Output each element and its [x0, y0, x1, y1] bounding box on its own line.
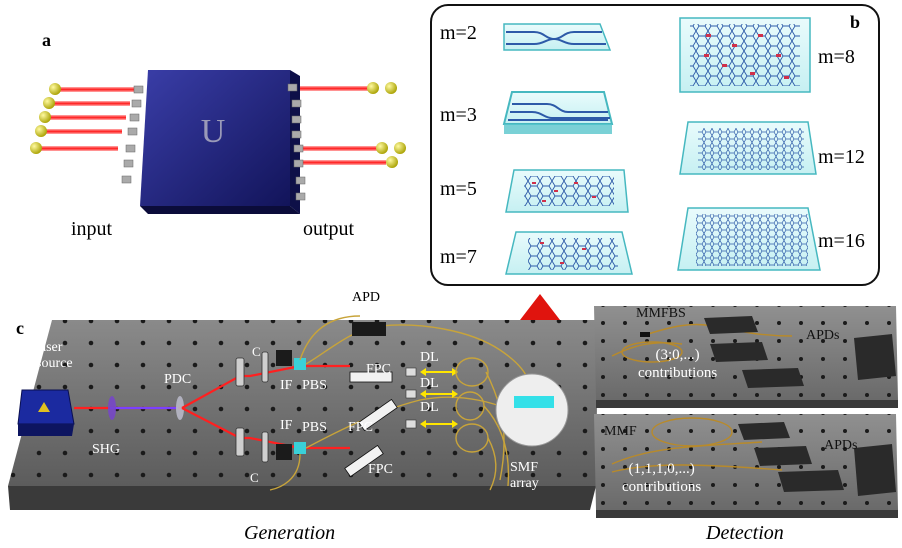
input-label: input — [71, 218, 113, 240]
label-m16: m=16 — [818, 230, 865, 252]
contrib-top-state: (3;0,...) — [655, 347, 700, 363]
contrib-top-word: contributions — [638, 365, 718, 381]
detection-top-table — [594, 306, 898, 408]
generation-caption: Generation — [244, 522, 336, 544]
output-photons — [367, 82, 406, 168]
panel-a: a — [0, 0, 420, 270]
detection-bottom-table — [594, 414, 898, 518]
panel-b: b — [430, 4, 880, 286]
if-top-label: IF — [280, 378, 293, 393]
contrib-bottom: (1,1,1,0,...) contributions — [622, 460, 701, 496]
pbs-top-label: PBS — [302, 378, 327, 393]
chip-m7 — [505, 231, 633, 275]
smf-array — [495, 373, 569, 447]
input-beams — [38, 87, 136, 151]
panel-b-label: b — [850, 12, 861, 32]
contrib-bottom-word: contributions — [622, 479, 702, 495]
output-beams — [290, 86, 386, 165]
apd-top — [352, 322, 386, 336]
smf-label-line2: array — [510, 476, 539, 491]
label-m12: m=12 — [818, 146, 865, 168]
detection-caption: Detection — [706, 522, 784, 544]
panel-a-label: a — [42, 30, 51, 50]
label-m7: m=7 — [440, 246, 477, 268]
apds-bottom-label: APDs — [824, 438, 858, 453]
optical-table-setup — [8, 315, 598, 510]
pbs-top-cube — [294, 358, 306, 370]
input-photons — [30, 83, 61, 154]
chip-m3 — [502, 91, 614, 134]
chip-m16 — [677, 207, 821, 271]
c-bottom-label: C — [250, 470, 259, 485]
mmfbs-label: MMFBS — [636, 306, 686, 321]
label-m5: m=5 — [440, 178, 477, 200]
contrib-bottom-state: (1,1,1,0,...) — [628, 461, 695, 477]
shg-crystal — [108, 396, 116, 420]
fpc2-label: FPC — [348, 420, 373, 435]
apds-top-label: APDs — [806, 328, 840, 343]
label-m2: m=2 — [440, 22, 477, 44]
chip-symbol: U — [201, 113, 226, 150]
laser-label-line2: source — [36, 356, 73, 371]
panel-c-label: c — [16, 318, 24, 338]
smf-array-chip — [514, 396, 554, 408]
laser-source — [17, 389, 75, 436]
panel-c: c APD — [0, 290, 600, 548]
mmf-label: MMF — [604, 424, 637, 439]
detection-diagrams — [594, 306, 898, 518]
if-bottom-label: IF — [280, 418, 293, 433]
dl1-label: DL — [420, 350, 439, 365]
label-m8: m=8 — [818, 46, 855, 68]
pbs-bottom-label: PBS — [302, 420, 327, 435]
fpc1-label: FPC — [366, 362, 391, 377]
unitary-chip-diagram: U — [30, 70, 406, 214]
shg-label: SHG — [92, 442, 121, 457]
if-bottom — [276, 444, 292, 460]
dl2-label: DL — [420, 376, 439, 391]
chip-m8 — [679, 17, 811, 93]
laser-label: laser source — [36, 340, 73, 372]
unitary-chip — [140, 70, 290, 206]
delay-lines — [405, 367, 458, 429]
pdc-label: PDC — [164, 372, 192, 387]
smf-label: SMF array — [510, 460, 539, 492]
fpc-1 — [349, 371, 393, 383]
output-label: output — [303, 218, 355, 240]
pdc-crystal — [176, 396, 184, 420]
chip-m2 — [503, 23, 612, 51]
fpc-3 — [344, 444, 384, 478]
chip-m12 — [679, 121, 817, 175]
chip-m5 — [505, 169, 629, 213]
laser-label-line1: laser — [36, 340, 63, 355]
pbs-bottom-cube — [294, 442, 306, 454]
contrib-top: (3;0,...) contributions — [638, 346, 717, 382]
detection-panel: MMFBS APDs (3;0,...) contributions MMF A… — [592, 290, 902, 548]
label-m3: m=3 — [440, 104, 477, 126]
dl3-label: DL — [420, 400, 439, 415]
fpc-2 — [358, 398, 398, 432]
if-top — [276, 350, 292, 366]
apd-top-label: APD — [352, 290, 381, 305]
c-top-label: C — [252, 344, 261, 359]
smf-label-line1: SMF — [510, 460, 539, 475]
chip-sizes-diagram — [502, 17, 821, 275]
fpc3-label: FPC — [368, 462, 393, 477]
